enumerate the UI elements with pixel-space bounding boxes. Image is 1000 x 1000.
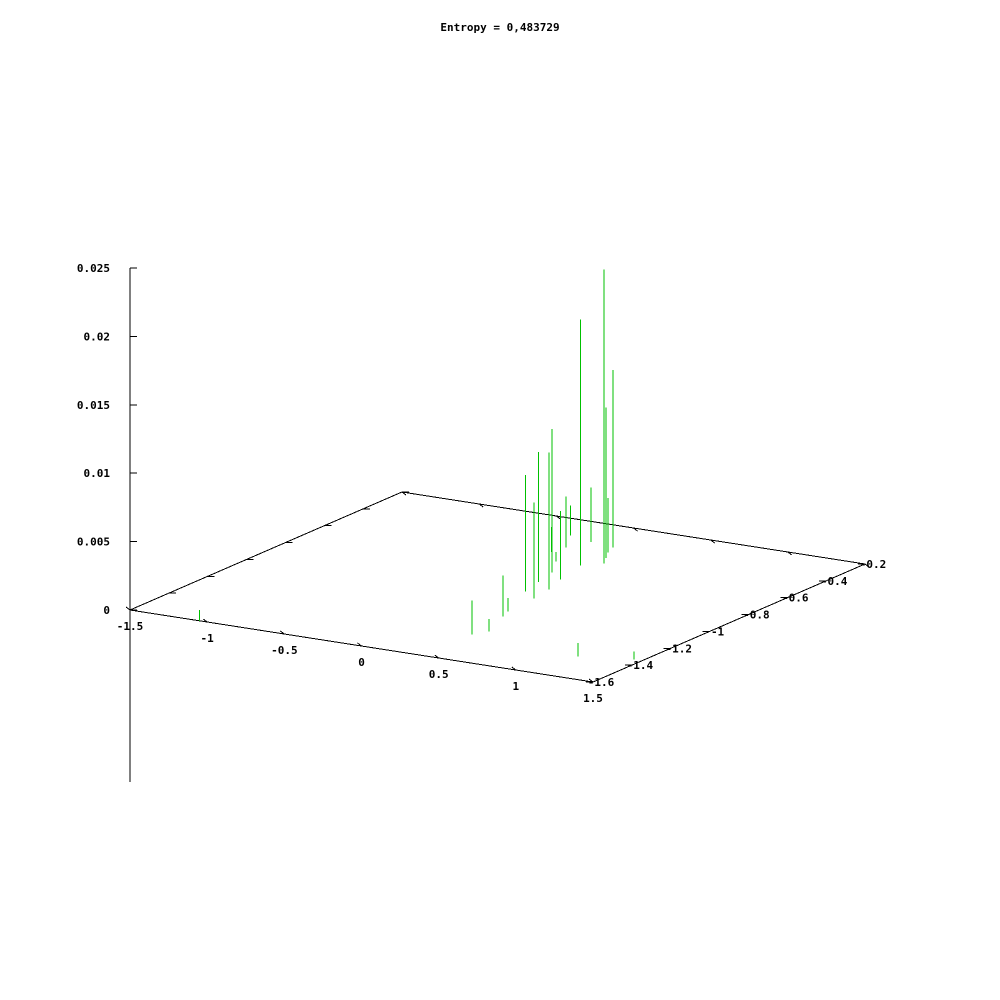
z-tick-label: 0.025 — [77, 262, 110, 275]
impulse-series — [198, 269, 635, 660]
y-tick-label: -0.6 — [782, 592, 809, 605]
x-tick-label: 1 — [513, 680, 520, 693]
y-axis-right — [592, 563, 866, 683]
x-tick-label: -1.5 — [117, 620, 144, 633]
x-tick-label: 0.5 — [429, 668, 449, 681]
y-tick-label: -0.4 — [821, 575, 848, 588]
x-tick-back — [478, 503, 484, 508]
y-tick-label: -1.4 — [627, 659, 654, 672]
x-tick-label: 0 — [358, 656, 365, 669]
y-tick-label: -1.6 — [588, 676, 615, 689]
axes-frame — [129, 268, 866, 782]
x-tick — [202, 618, 208, 623]
x-tick-back — [633, 527, 638, 532]
z-tick-label: 0 — [103, 604, 110, 617]
x-tick — [511, 666, 517, 671]
y-tick-label: -0.2 — [860, 558, 887, 571]
tick-marks — [125, 267, 870, 683]
z-tick-label: 0.005 — [77, 536, 110, 549]
x-tick — [357, 642, 362, 647]
x-tick-label: -0.5 — [271, 644, 298, 657]
x-tick-label: -1 — [201, 632, 215, 645]
x-tick-label: 1.5 — [583, 692, 603, 705]
x-tick-back — [710, 539, 715, 544]
y-tick-label: -1.2 — [665, 642, 692, 655]
y-axis-left — [129, 491, 403, 611]
z-tick-label: 0.02 — [84, 330, 111, 343]
z-tick-label: 0.015 — [77, 399, 110, 412]
z-tick-label: 0.01 — [84, 467, 111, 480]
y-tick-label: -0.8 — [743, 609, 770, 622]
chart-title: Entropy = 0,483729 — [440, 21, 559, 34]
x-tick-back — [556, 515, 561, 520]
y-tick-label: -1 — [711, 625, 725, 638]
tick-labels: 0 0.005 0.01 0.015 0.02 0.025 -1.5 -1 -0.5 0 0.5 1 1… — [77, 262, 886, 705]
x-tick-back — [864, 563, 870, 568]
x-tick — [125, 606, 131, 611]
x-tick-back — [787, 551, 793, 556]
x-tick — [280, 630, 285, 635]
x-tick — [434, 654, 439, 659]
